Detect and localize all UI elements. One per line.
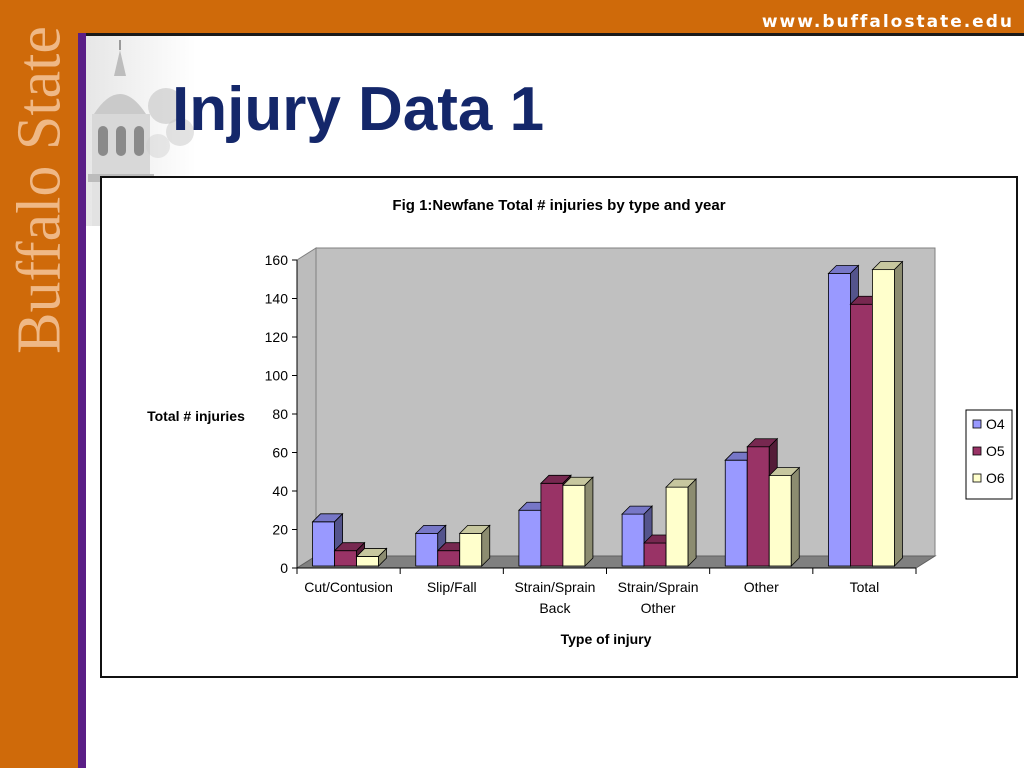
x-tick-label: Cut/Contusion (304, 579, 393, 595)
x-tick-label: Strain/Sprain Other (618, 579, 699, 616)
bar (458, 524, 491, 567)
bar-front (746, 446, 770, 567)
bar-side (584, 476, 594, 567)
y-tick-label: 40 (272, 483, 288, 499)
x-tick-label: Other (744, 579, 779, 595)
x-tick-label: Strain/Sprain Back (514, 579, 595, 616)
slide-title: Injury Data 1 (172, 75, 545, 144)
chart-frame: Fig 1:Newfane Total # injuries by type a… (100, 176, 1018, 678)
y-tick-label: 20 (272, 522, 288, 538)
bar-side (894, 260, 903, 567)
bar (355, 547, 388, 567)
banner-divider (80, 33, 1024, 36)
y-tick-label: 160 (265, 252, 289, 268)
bar-side (481, 524, 491, 567)
legend-swatch (972, 446, 982, 456)
bar-front (724, 459, 748, 567)
bar-front (540, 482, 564, 567)
bar-front (872, 269, 895, 567)
bar-front (518, 509, 542, 567)
plot-side-wall (296, 247, 317, 569)
y-tick-label: 100 (265, 368, 289, 384)
bar (665, 478, 698, 567)
bar (768, 466, 801, 567)
chart-legend: O4 O5 O6 (965, 409, 1013, 500)
bar-front (665, 486, 689, 567)
y-tick-label: 0 (280, 560, 288, 576)
x-axis-label: Type of injury (561, 631, 652, 647)
bar (561, 476, 594, 567)
y-tick-label: 140 (265, 291, 289, 307)
bar-side (687, 478, 697, 567)
bar-chart: Fig 1:Newfane Total # injuries by type a… (147, 197, 1013, 647)
website-url[interactable]: www.buffalostate.edu (761, 12, 1014, 32)
bar-front (415, 532, 439, 567)
bar-front (459, 532, 483, 567)
bar-front (768, 475, 792, 567)
legend-label: O5 (986, 443, 1005, 459)
x-tick-label: Slip/Fall (427, 579, 477, 595)
bar-front (621, 513, 645, 567)
purple-stripe (78, 33, 86, 768)
bar-front (356, 556, 379, 567)
bar-front (334, 550, 357, 567)
y-tick-label: 120 (265, 329, 289, 345)
bar-front (312, 521, 335, 567)
legend-label: O4 (986, 416, 1005, 432)
legend-swatch (972, 473, 982, 483)
legend-label: O6 (986, 470, 1005, 486)
bar-front (850, 303, 873, 567)
bar-front (437, 550, 461, 567)
top-banner: www.buffalostate.edu (0, 0, 1024, 33)
y-tick-label: 80 (272, 406, 288, 422)
brand-wordmark: Buffalo State (5, 26, 74, 354)
bar-front (643, 542, 667, 567)
y-axis-label: Total # injuries (147, 408, 245, 424)
bar-side (790, 466, 800, 567)
bar (871, 260, 904, 567)
bar-front (562, 484, 586, 567)
bar-side (378, 547, 387, 567)
left-banner: Buffalo State (0, 0, 78, 768)
y-tick-label: 60 (272, 445, 288, 461)
x-tick-label: Total (850, 579, 880, 595)
legend-swatch (972, 419, 982, 429)
chart-title: Fig 1:Newfane Total # injuries by type a… (392, 197, 725, 214)
bar-front (828, 273, 851, 567)
